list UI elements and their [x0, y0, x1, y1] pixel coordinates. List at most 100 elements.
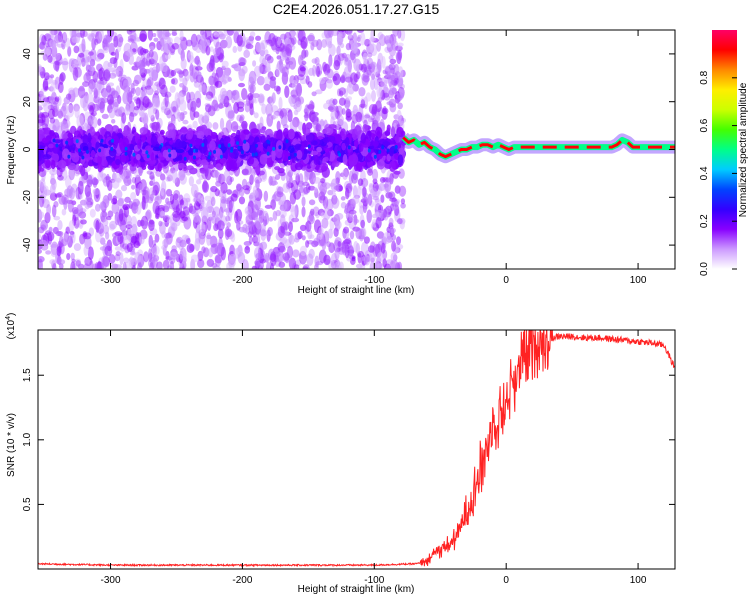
noise-cell	[124, 105, 131, 116]
noise-cell	[149, 193, 154, 202]
noise-cell	[298, 186, 305, 194]
noise-peak-cell	[254, 143, 258, 148]
snr-multiplier-close: )	[6, 313, 17, 316]
noise-band-cell	[89, 126, 95, 136]
noise-cell	[285, 171, 293, 184]
noise-cell	[122, 261, 127, 269]
noise-cell	[204, 104, 212, 113]
noise-cell	[388, 63, 396, 71]
noise-cell	[271, 105, 279, 113]
noise-cell	[173, 36, 181, 45]
noise-cell	[349, 244, 354, 258]
noise-cell	[193, 189, 198, 204]
noise-band-cell	[53, 139, 62, 144]
noise-cell	[366, 209, 372, 224]
noise-cell	[182, 86, 189, 93]
noise-cell	[106, 215, 112, 221]
noise-band-cell	[225, 136, 231, 143]
noise-cell	[328, 54, 333, 67]
noise-band-cell	[87, 132, 92, 144]
noise-cell	[298, 54, 304, 66]
spec-y-tick-label: -20	[22, 190, 33, 205]
noise-cell	[171, 30, 177, 35]
noise-cell	[227, 30, 233, 36]
noise-cell	[386, 101, 394, 106]
noise-peak-cell	[208, 151, 212, 156]
noise-cell	[179, 199, 185, 206]
noise-cell	[206, 62, 214, 73]
noise-cell	[39, 239, 48, 247]
noise-cell	[82, 95, 89, 107]
noise-cell	[148, 234, 153, 248]
noise-cell	[351, 173, 359, 184]
noise-cell	[376, 41, 382, 52]
snr-y-tick-label: 1.0	[22, 432, 33, 446]
noise-cell	[244, 164, 252, 176]
spectrogram-x-label: Height of straight line (km)	[298, 285, 415, 296]
noise-cell	[49, 74, 55, 79]
noise-peak-cell	[159, 144, 163, 149]
noise-cell	[397, 102, 403, 110]
noise-cell	[39, 71, 46, 76]
noise-band-cell	[103, 159, 108, 167]
noise-cell	[374, 260, 380, 269]
snr-y-label: SNR (10 * v/v)	[6, 413, 17, 477]
noise-peak-cell	[285, 139, 289, 144]
noise-cell	[321, 217, 329, 229]
noise-cell	[68, 220, 75, 232]
noise-cell	[388, 191, 396, 200]
noise-cell	[307, 229, 313, 240]
noise-cell	[38, 119, 45, 124]
noise-cell	[193, 211, 200, 223]
noise-cell	[297, 230, 303, 240]
spectrogram-y-label: Frequency (Hz)	[6, 116, 17, 185]
noise-cell	[169, 51, 175, 56]
noise-cell	[101, 255, 108, 269]
noise-cell	[119, 197, 125, 204]
noise-cell	[241, 178, 248, 189]
noise-cell	[205, 95, 212, 101]
noise-band-cell	[271, 149, 276, 162]
noise-cell	[139, 30, 148, 43]
noise-cell	[360, 63, 368, 73]
noise-cell	[59, 235, 64, 247]
noise-peak-cell	[78, 148, 82, 153]
noise-cell	[221, 60, 229, 68]
noise-cell	[53, 215, 61, 221]
noise-cell	[206, 232, 212, 246]
noise-cell	[92, 176, 98, 188]
colorbar-tick-label: 0.8	[699, 70, 710, 84]
noise-cell	[398, 168, 405, 179]
noise-cell	[310, 113, 318, 122]
noise-cell	[48, 226, 53, 233]
spec-x-tick-label: -100	[364, 275, 384, 286]
noise-cell	[215, 41, 222, 56]
noise-cell	[119, 252, 124, 266]
noise-band-cell	[287, 160, 293, 166]
noise-cell	[115, 189, 123, 200]
noise-band-cell	[67, 132, 73, 138]
noise-cell	[352, 40, 358, 54]
noise-cell	[195, 97, 202, 108]
noise-cell	[154, 195, 162, 205]
noise-band-cell	[41, 137, 49, 144]
noise-cell	[169, 193, 175, 205]
noise-peak-cell	[243, 139, 247, 144]
snr-series	[38, 330, 675, 568]
noise-cell	[336, 45, 341, 56]
noise-band-cell	[150, 135, 158, 146]
noise-cell	[254, 176, 263, 184]
noise-cell	[334, 220, 342, 230]
noise-peak-cell	[195, 148, 199, 153]
noise-peak-cell	[227, 143, 231, 148]
noise-cell	[306, 253, 314, 266]
noise-cell	[223, 95, 230, 108]
noise-cell	[314, 57, 320, 66]
noise-cell	[282, 252, 290, 261]
noise-cell	[200, 30, 205, 36]
noise-cell	[305, 75, 310, 85]
noise-cell	[312, 206, 320, 217]
noise-cell	[186, 243, 195, 254]
noise-cell	[265, 103, 273, 117]
noise-cell	[144, 60, 151, 66]
